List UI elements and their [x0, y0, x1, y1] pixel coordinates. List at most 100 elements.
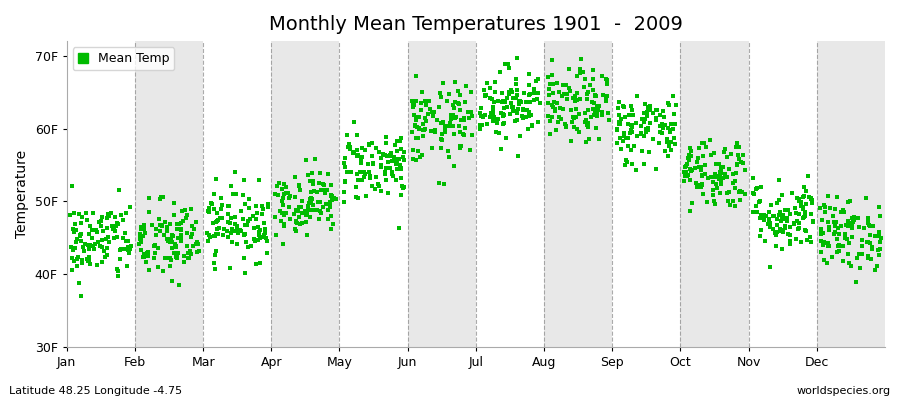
Point	[324, 182, 338, 188]
Point	[144, 222, 158, 228]
Point	[170, 220, 184, 227]
Point	[66, 247, 80, 253]
Point	[509, 87, 524, 93]
Bar	[135, 41, 203, 347]
Point	[796, 204, 810, 210]
Point	[160, 228, 175, 234]
Point	[452, 100, 466, 107]
Point	[156, 194, 170, 201]
Point	[610, 140, 625, 146]
Point	[822, 227, 836, 234]
Point	[447, 99, 462, 106]
Legend: Mean Temp: Mean Temp	[73, 47, 175, 70]
Point	[305, 196, 320, 202]
Point	[419, 118, 434, 124]
Point	[444, 112, 458, 118]
Point	[214, 206, 229, 212]
Point	[610, 126, 625, 133]
Point	[873, 246, 887, 252]
Point	[643, 120, 657, 126]
Point	[311, 216, 326, 222]
Point	[268, 190, 283, 197]
Point	[134, 224, 148, 230]
Point	[865, 246, 879, 252]
Point	[860, 220, 875, 226]
Point	[118, 246, 132, 252]
Point	[288, 174, 302, 180]
Point	[618, 113, 633, 120]
Point	[457, 99, 472, 106]
Point	[412, 126, 427, 132]
Point	[230, 230, 245, 237]
Point	[240, 244, 255, 250]
Point	[169, 254, 184, 260]
Point	[787, 221, 801, 227]
Point	[778, 223, 793, 229]
Point	[451, 100, 465, 106]
Point	[729, 170, 743, 176]
Point	[531, 90, 545, 96]
Point	[578, 119, 592, 125]
Point	[94, 222, 108, 229]
Point	[268, 232, 283, 238]
Point	[586, 75, 600, 82]
Point	[769, 232, 783, 238]
Point	[462, 114, 476, 121]
Point	[249, 202, 264, 209]
Point	[452, 123, 466, 129]
Point	[706, 198, 721, 204]
Point	[831, 243, 845, 249]
Point	[423, 106, 437, 112]
Point	[613, 135, 627, 141]
Point	[845, 215, 859, 221]
Point	[685, 166, 699, 173]
Point	[818, 203, 832, 210]
Point	[678, 173, 692, 179]
Point	[441, 148, 455, 154]
Point	[542, 86, 556, 92]
Point	[596, 92, 610, 98]
Point	[716, 164, 730, 171]
Point	[385, 168, 400, 175]
Point	[770, 215, 784, 222]
Point	[775, 216, 789, 222]
Point	[680, 173, 694, 179]
Point	[658, 147, 672, 154]
Point	[432, 180, 446, 186]
Point	[572, 66, 587, 72]
Point	[172, 221, 186, 227]
Point	[271, 192, 285, 198]
Point	[94, 258, 109, 265]
Point	[708, 181, 723, 187]
Point	[792, 195, 806, 202]
Point	[456, 114, 471, 121]
Point	[494, 146, 508, 152]
Point	[763, 220, 778, 226]
Point	[721, 198, 735, 204]
Point	[165, 244, 179, 251]
Point	[850, 254, 864, 261]
Point	[153, 228, 167, 234]
Point	[861, 238, 876, 245]
Point	[511, 106, 526, 113]
Point	[750, 209, 764, 216]
Point	[409, 73, 423, 79]
Point	[89, 227, 104, 234]
Point	[796, 194, 810, 200]
Point	[273, 207, 287, 214]
Point	[664, 147, 679, 153]
Point	[841, 199, 855, 206]
Point	[417, 127, 431, 133]
Point	[715, 175, 729, 182]
Point	[598, 96, 613, 103]
Point	[216, 226, 230, 232]
Point	[183, 248, 197, 254]
Point	[799, 237, 814, 243]
Point	[820, 260, 834, 266]
Point	[328, 195, 342, 202]
Point	[79, 256, 94, 263]
Point	[209, 176, 223, 182]
Point	[698, 144, 713, 150]
Point	[801, 173, 815, 179]
Point	[505, 104, 519, 110]
